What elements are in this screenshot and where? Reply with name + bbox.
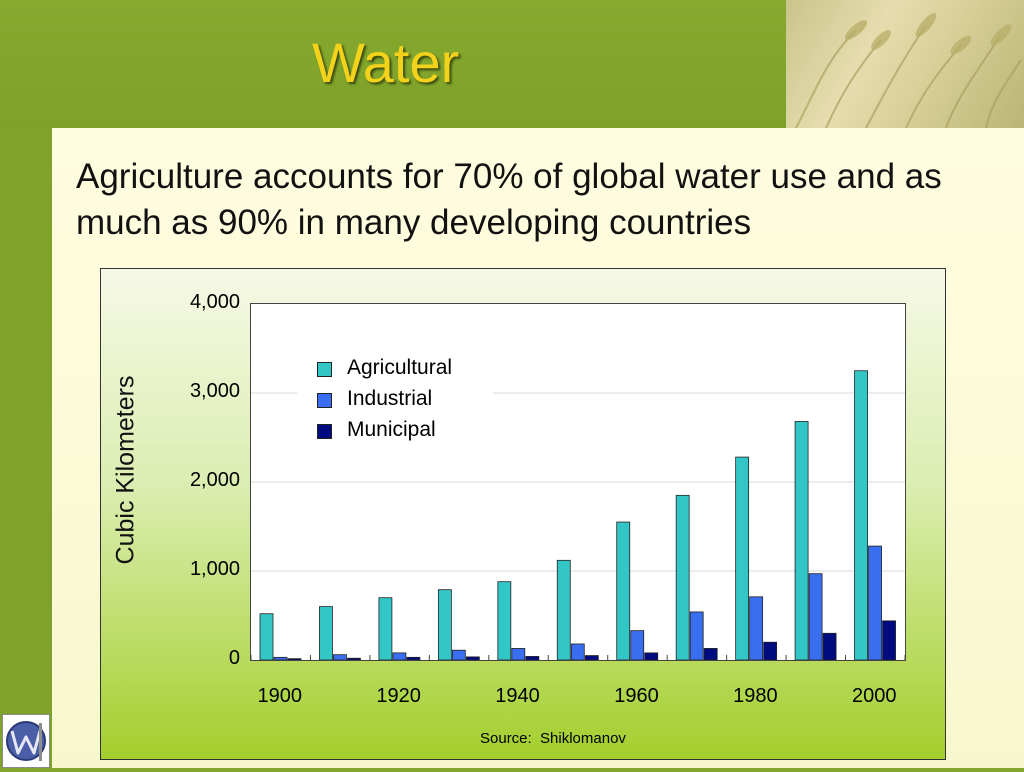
y-tick-label: 3,000: [189, 380, 240, 402]
bar-industrial-1970: [689, 611, 704, 661]
bar-municipal-2000: [882, 620, 896, 661]
bar-municipal-1940: [525, 656, 540, 661]
bar-industrial-1930: [451, 649, 466, 661]
bar-agricultural-2000: [854, 370, 868, 661]
bar-agricultural-1900: [259, 613, 274, 661]
bar-municipal-1920: [406, 656, 421, 661]
bar-agricultural-1920: [378, 597, 393, 661]
bar-industrial-1950: [570, 643, 585, 661]
legend-label: Municipal: [347, 418, 436, 441]
bar-municipal-1930: [465, 656, 480, 661]
legend-label: Agricultural: [347, 356, 453, 379]
bar-agricultural-1940: [497, 581, 512, 661]
y-tick-label: 0: [228, 647, 240, 669]
y-tick-label: 1,000: [189, 558, 240, 580]
bar-agricultural-1950: [556, 559, 571, 661]
bar-agricultural-1980: [735, 456, 750, 661]
bar-industrial-1900: [273, 656, 288, 661]
wi-logo: [2, 714, 50, 768]
source-note: Source: Shiklomanov: [480, 730, 626, 747]
bar-industrial-1990: [808, 573, 823, 661]
wheat-photo: [786, 0, 1024, 128]
legend: Agricultural Industrial Municipal: [297, 352, 493, 444]
bar-municipal-1960: [644, 652, 659, 661]
bar-municipal-1900: [287, 658, 302, 661]
x-tick-label: 1960: [614, 685, 659, 707]
bar-agricultural-1970: [675, 494, 690, 661]
x-tick-label: 1980: [733, 685, 778, 707]
bar-municipal-1970: [703, 648, 718, 661]
bar-industrial-1910: [333, 654, 347, 661]
bar-municipal-1980: [763, 641, 778, 661]
bar-industrial-2000: [868, 545, 882, 661]
y-tick-label: 4,000: [189, 291, 240, 313]
y-tick-label: 2,000: [189, 469, 240, 491]
bar-agricultural-1990: [794, 421, 809, 661]
left-band: [0, 0, 52, 768]
x-tick-label: 1900: [257, 685, 302, 707]
bar-agricultural-1910: [319, 606, 333, 661]
bar-industrial-1920: [392, 652, 407, 661]
x-tick-label: 1920: [376, 685, 421, 707]
legend-swatch-municipal: [317, 424, 332, 439]
bar-municipal-1910: [347, 657, 361, 661]
bar-agricultural-1960: [616, 521, 631, 661]
bar-industrial-1940: [511, 648, 526, 661]
bar-municipal-1950: [584, 655, 599, 661]
bar-industrial-1980: [749, 596, 764, 661]
legend-swatch-agricultural: [317, 362, 332, 377]
bar-industrial-1960: [630, 630, 645, 661]
slide-subtitle: Agriculture accounts for 70% of global w…: [76, 157, 942, 242]
bar-municipal-1990: [822, 632, 837, 661]
y-axis-label: Cubic Kilometers: [111, 375, 140, 565]
x-tick-label: 2000: [852, 685, 897, 707]
bar-chart: [250, 370, 906, 661]
slide-title: Water: [312, 31, 460, 94]
x-tick-label: 1940: [495, 685, 540, 707]
legend-label: Industrial: [347, 387, 433, 410]
bar-agricultural-1930: [437, 589, 452, 661]
legend-swatch-industrial: [317, 393, 332, 408]
